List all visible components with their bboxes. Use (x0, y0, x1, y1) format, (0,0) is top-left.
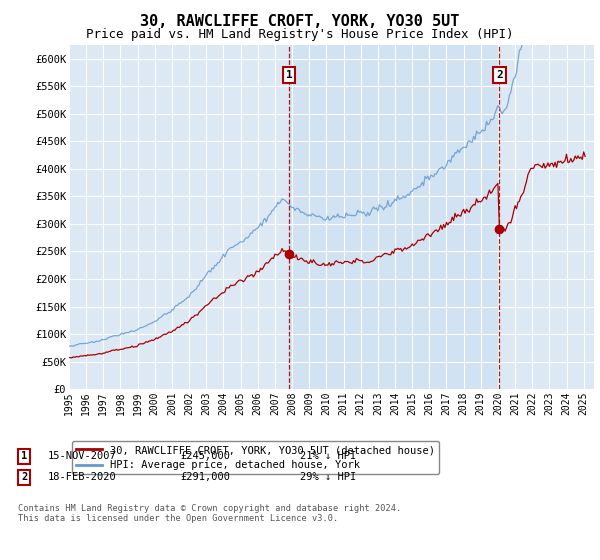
Text: 2: 2 (21, 472, 27, 482)
Text: 1: 1 (286, 70, 293, 80)
Text: Price paid vs. HM Land Registry's House Price Index (HPI): Price paid vs. HM Land Registry's House … (86, 28, 514, 41)
Text: 2: 2 (496, 70, 503, 80)
Text: Contains HM Land Registry data © Crown copyright and database right 2024.
This d: Contains HM Land Registry data © Crown c… (18, 504, 401, 524)
Legend: 30, RAWCLIFFE CROFT, YORK, YO30 5UT (detached house), HPI: Average price, detach: 30, RAWCLIFFE CROFT, YORK, YO30 5UT (det… (71, 441, 439, 474)
Text: £245,000: £245,000 (180, 451, 230, 461)
Bar (289, 45, 499, 389)
Text: 21% ↓ HPI: 21% ↓ HPI (300, 451, 356, 461)
Text: 30, RAWCLIFFE CROFT, YORK, YO30 5UT: 30, RAWCLIFFE CROFT, YORK, YO30 5UT (140, 14, 460, 29)
Text: 29% ↓ HPI: 29% ↓ HPI (300, 472, 356, 482)
Text: 1: 1 (21, 451, 27, 461)
Text: 15-NOV-2007: 15-NOV-2007 (48, 451, 117, 461)
Text: £291,000: £291,000 (180, 472, 230, 482)
Text: 18-FEB-2020: 18-FEB-2020 (48, 472, 117, 482)
